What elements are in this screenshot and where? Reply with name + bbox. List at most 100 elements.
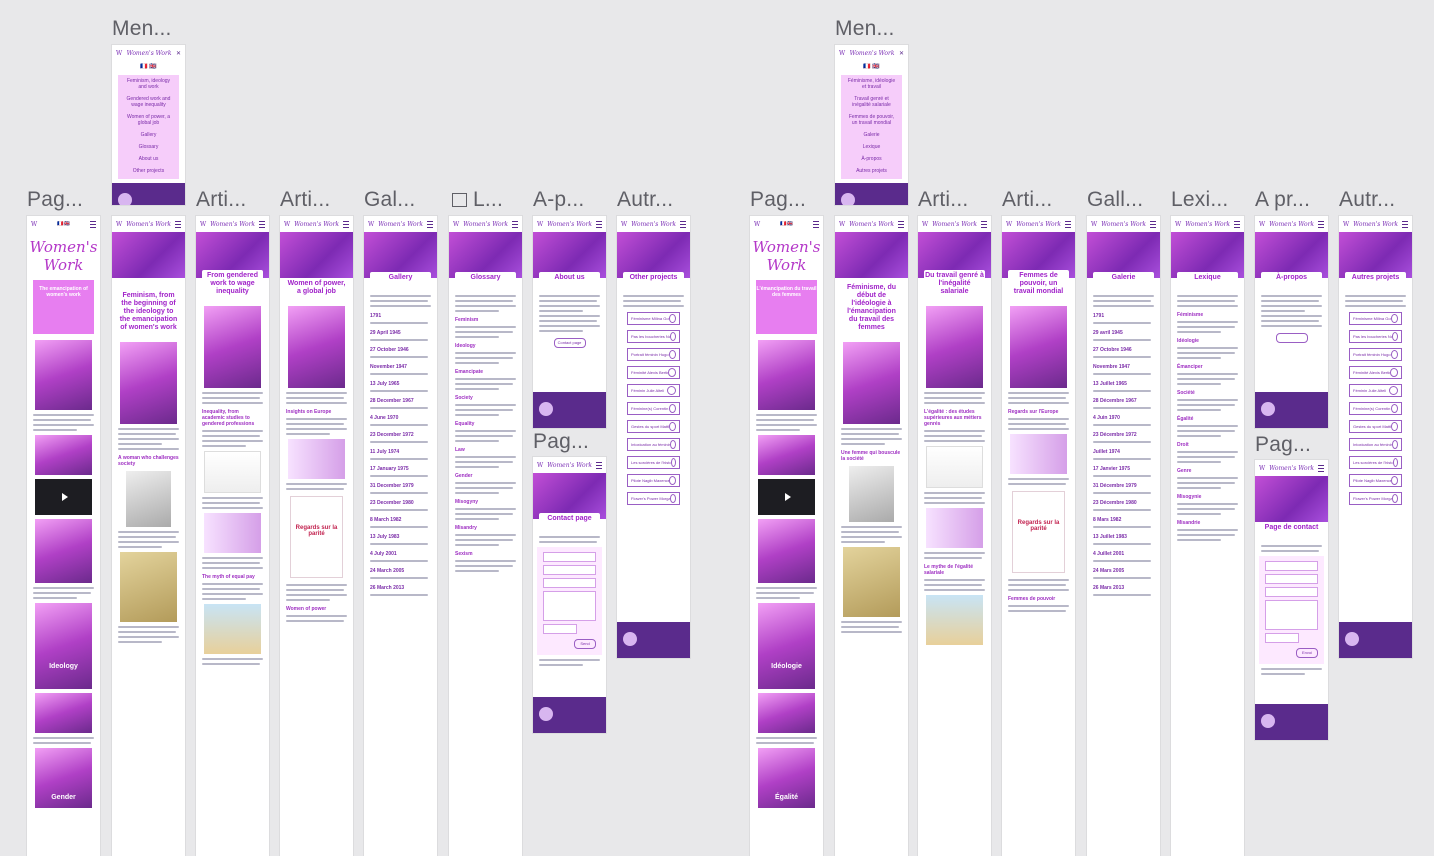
hamburger-icon[interactable] xyxy=(813,220,819,228)
project-link[interactable]: Pilote Nagib Maxence Carré xyxy=(627,474,680,487)
hamburger-icon[interactable] xyxy=(980,220,987,228)
timeline-date[interactable]: Novembre 1947 xyxy=(1093,364,1130,370)
frame-label[interactable]: Pag... xyxy=(1255,433,1312,456)
timeline-date[interactable]: 11 July 1974 xyxy=(370,449,400,455)
timeline-date[interactable]: Juillet 1974 xyxy=(1093,449,1120,455)
frame-label[interactable]: Lexi... xyxy=(1171,188,1229,211)
timeline-date[interactable]: 24 Mars 2005 xyxy=(1093,568,1125,574)
menu-item[interactable]: Lexique xyxy=(862,144,881,150)
captcha-box[interactable] xyxy=(1265,633,1299,643)
logo-icon[interactable]: W xyxy=(1175,220,1182,228)
logo-icon[interactable]: W xyxy=(31,220,38,228)
email-field[interactable] xyxy=(543,578,596,588)
hamburger-icon[interactable] xyxy=(1317,220,1324,228)
timeline-date[interactable]: 1791 xyxy=(370,313,382,319)
uk-flag-icon[interactable]: 🇬🇧 xyxy=(872,64,880,70)
menu-item[interactable]: Femmes de pouvoir, un travail mondial xyxy=(848,114,895,126)
frame-autres-projets-fr[interactable]: W Women's Work Autres projets Féminisme M… xyxy=(1339,216,1412,658)
hamburger-icon[interactable] xyxy=(595,461,602,469)
timeline-date[interactable]: 26 Mars 2013 xyxy=(1093,585,1125,591)
logo-icon[interactable]: W xyxy=(200,220,207,228)
frame-contact-en[interactable]: W Women's Work Contact page Send xyxy=(533,457,606,733)
project-link[interactable]: Pilote Nagib Maxence Carré xyxy=(1349,474,1402,487)
logo-icon[interactable]: W xyxy=(922,220,929,228)
project-link[interactable]: Flower's Power Morgane Chamberlin xyxy=(627,492,680,505)
frame-label[interactable]: Men... xyxy=(835,17,895,40)
logo-icon[interactable]: W xyxy=(116,49,123,57)
logo-icon[interactable]: W xyxy=(1006,220,1013,228)
hamburger-icon[interactable] xyxy=(595,220,602,228)
timeline-date[interactable]: 28 December 1967 xyxy=(370,398,414,404)
logo-icon[interactable]: W xyxy=(368,220,375,228)
article-card-image[interactable] xyxy=(35,519,92,583)
close-icon[interactable]: ✕ xyxy=(898,50,904,57)
frame-home-en[interactable]: W 🇫🇷🇬🇧 Women's Work The emancipation of w… xyxy=(27,216,100,856)
frame-label[interactable]: Men... xyxy=(112,17,172,40)
timeline-date[interactable]: 31 Décembre 1979 xyxy=(1093,483,1137,489)
project-link[interactable]: Portrait féminin Hugo Beaurain xyxy=(627,348,680,361)
email-field[interactable] xyxy=(1265,587,1318,597)
timeline-date[interactable]: 13 Juillet 1983 xyxy=(1093,534,1127,540)
hamburger-icon[interactable] xyxy=(1149,220,1156,228)
frame-article1-fr[interactable]: W Women's Work Féminisme, du début de l'i… xyxy=(835,216,908,856)
flags-icon[interactable]: 🇫🇷🇬🇧 xyxy=(780,221,793,227)
frame-label[interactable]: Pag... xyxy=(533,430,590,453)
frame-label[interactable]: Autr... xyxy=(617,188,674,211)
captcha-box[interactable] xyxy=(543,624,577,634)
gender-card[interactable]: Gender xyxy=(35,748,92,808)
logo-icon[interactable]: W xyxy=(754,220,761,228)
timeline-date[interactable]: 4 Juin 1970 xyxy=(1093,415,1120,421)
menu-item[interactable]: Women of power, a global job xyxy=(127,114,170,126)
frame-article1-en[interactable]: W Women's Work Feminism, from the beginni… xyxy=(112,216,185,856)
frame-about-en[interactable]: W Women's Work About us Contact page xyxy=(533,216,606,428)
frame-label[interactable]: A pr... xyxy=(1255,188,1311,211)
timeline-date[interactable]: 27 October 1946 xyxy=(370,347,409,353)
timeline-date[interactable]: 23 Décembre 1980 xyxy=(1093,500,1137,506)
frame-label[interactable]: Pag... xyxy=(27,188,84,211)
frame-label[interactable]: Gall... xyxy=(1087,188,1144,211)
frame-article2-fr[interactable]: W Women's Work Du travail genré à l'inéga… xyxy=(918,216,991,856)
firstname-field[interactable] xyxy=(543,565,596,575)
frame-menu-fr[interactable]: W Women's Work ✕ 🇫🇷 🇬🇧 Féminisme, idéologi… xyxy=(835,45,908,205)
message-field[interactable] xyxy=(543,591,596,621)
logo-icon[interactable]: W xyxy=(839,49,846,57)
hamburger-icon[interactable] xyxy=(174,220,181,228)
timeline-date[interactable]: 26 March 2013 xyxy=(370,585,405,591)
hamburger-icon[interactable] xyxy=(1233,220,1240,228)
project-link[interactable]: Portrait féminin Hugo Beaurain xyxy=(1349,348,1402,361)
frame-label[interactable]: Arti... xyxy=(280,188,331,211)
frame-article2-en[interactable]: W Women's Work From gendered work to wage… xyxy=(196,216,269,856)
project-link[interactable]: Féminine(s) Corentin Bruchet xyxy=(1349,402,1402,415)
timeline-date[interactable]: 1791 xyxy=(1093,313,1105,319)
video-player[interactable] xyxy=(758,479,815,515)
project-link[interactable]: Les sorcières de l'histoire au marteau G… xyxy=(627,456,680,469)
frame-label[interactable]: Arti... xyxy=(918,188,969,211)
timeline-date[interactable]: 31 December 1979 xyxy=(370,483,414,489)
menu-item[interactable]: Féminisme, idéologie et travail xyxy=(847,78,896,90)
hamburger-icon[interactable] xyxy=(426,220,433,228)
card-image[interactable] xyxy=(35,693,92,733)
project-link[interactable]: Féminin Julie Alteli xyxy=(1349,384,1402,397)
frame-home-fr[interactable]: W 🇫🇷🇬🇧 Women's Work L'émancipation du tra… xyxy=(750,216,823,856)
hamburger-icon[interactable] xyxy=(1317,464,1324,472)
project-link[interactable]: Flower's Power Morgane Chamberlin xyxy=(1349,492,1402,505)
project-link[interactable]: Féminine(s) Corentin Bruchet xyxy=(627,402,680,415)
french-flag-icon[interactable]: 🇫🇷 xyxy=(140,64,148,70)
logo-icon[interactable]: W xyxy=(537,220,544,228)
menu-item[interactable]: À-propos xyxy=(861,156,882,162)
equality-card[interactable]: Égalité xyxy=(758,748,815,808)
timeline-date[interactable]: 13 July 1983 xyxy=(370,534,400,540)
ideology-card[interactable]: Idéologie xyxy=(758,603,815,689)
frame-label[interactable]: A-p... xyxy=(533,188,585,211)
send-button[interactable]: Send xyxy=(574,639,596,649)
menu-item[interactable]: Other projects xyxy=(132,168,165,174)
menu-item[interactable]: Glossary xyxy=(138,144,159,150)
frame-gallery-fr[interactable]: W Women's Work Galerie 1791 29 avril 1945 2… xyxy=(1087,216,1160,856)
contact-page-button[interactable] xyxy=(1275,333,1308,343)
timeline-date[interactable]: 17 Janvier 1975 xyxy=(1093,466,1130,472)
logo-icon[interactable]: W xyxy=(1259,220,1266,228)
logo-icon[interactable]: W xyxy=(116,220,123,228)
frame-article3-fr[interactable]: W Women's Work Femmes de pouvoir, un trav… xyxy=(1002,216,1075,856)
timeline-date[interactable]: 24 March 2005 xyxy=(370,568,405,574)
project-link[interactable]: Féminité Alexis Bertine xyxy=(627,366,680,379)
